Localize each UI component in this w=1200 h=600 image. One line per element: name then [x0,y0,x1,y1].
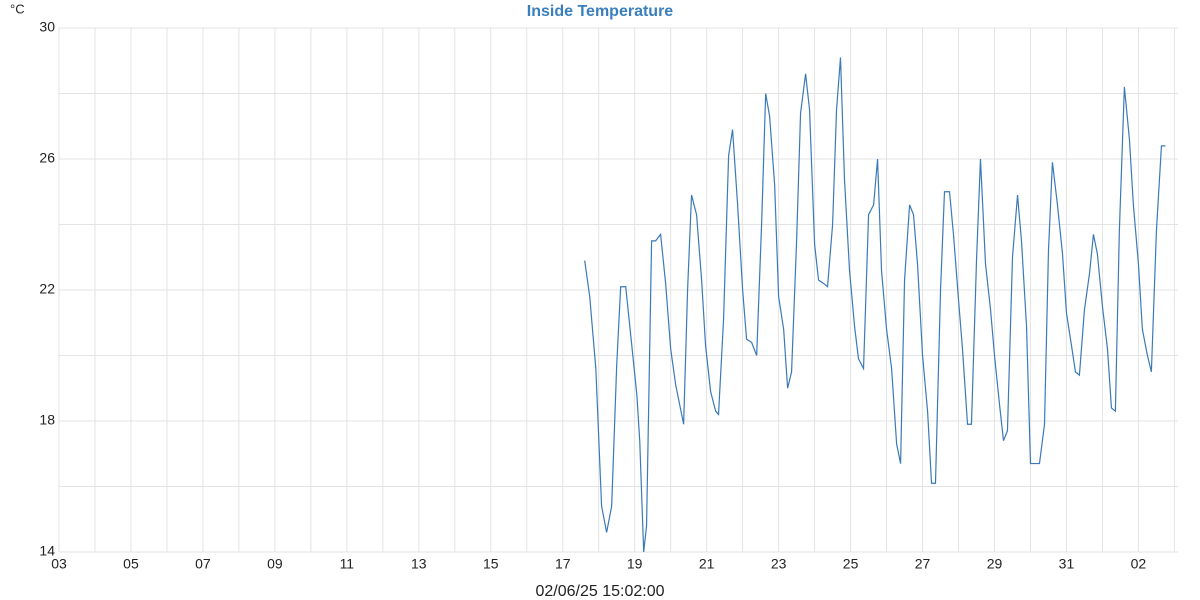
x-tick-label: 31 [1059,556,1075,572]
y-tick-label: 14 [39,543,55,559]
temperature-line [584,57,1166,553]
x-tick-label: 13 [411,556,427,572]
y-tick-label: 22 [39,281,55,297]
x-tick-label: 27 [915,556,931,572]
x-tick-label: 05 [123,556,139,572]
x-tick-label: 25 [843,556,859,572]
x-tick-label: 07 [195,556,211,572]
x-tick-label: 09 [267,556,283,572]
x-tick-label: 29 [987,556,1003,572]
x-tick-label: 11 [340,556,355,572]
y-unit: °C [10,1,25,16]
timestamp: 02/06/25 15:02:00 [535,583,664,600]
y-tick-label: 30 [39,19,55,35]
x-tick-label: 19 [627,556,643,572]
x-tick-label: 17 [555,556,571,572]
x-tick-label: 02 [1131,556,1147,572]
x-tick-label: 21 [699,556,715,572]
x-tick-label: 03 [51,556,67,572]
chart-title: Inside Temperature [527,3,674,20]
x-tick-label: 15 [483,556,499,572]
y-tick-label: 18 [39,412,55,428]
y-tick-label: 26 [39,150,55,166]
x-tick-label: 23 [771,556,787,572]
